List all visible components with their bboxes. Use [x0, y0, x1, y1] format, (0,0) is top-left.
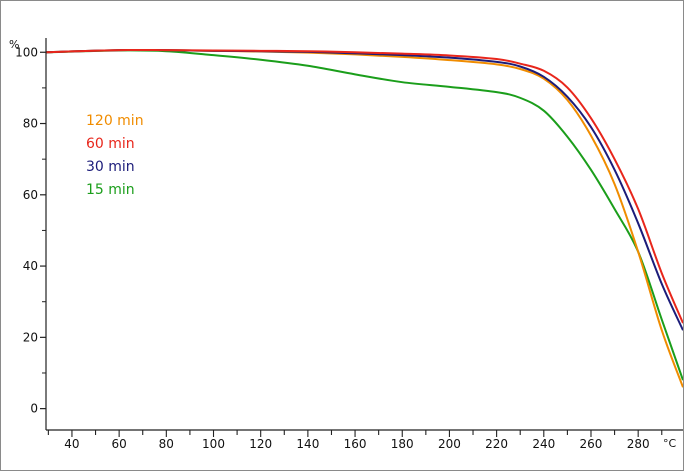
x-tick-label: 220 [485, 437, 508, 451]
series-line-60-min [45, 48, 683, 324]
x-tick-label: 160 [344, 437, 367, 451]
x-tick-label: 60 [111, 437, 126, 451]
legend-entry: 15 min [86, 182, 135, 198]
series-line-15-min [45, 49, 683, 381]
legend-entry: 120 min [86, 113, 144, 129]
y-tick-label: 40 [23, 259, 38, 273]
axis-layer [45, 38, 683, 431]
legend-entry: 60 min [86, 136, 135, 152]
series-line-30-min [45, 48, 683, 331]
y-tick-label: 0 [30, 402, 38, 416]
x-tick-label: 240 [532, 437, 555, 451]
x-tick-label: 120 [249, 437, 272, 451]
legend: 120 min 60 min 30 min 15 min [86, 113, 144, 198]
legend-entry: 30 min [86, 159, 135, 175]
x-tick-label: 140 [296, 437, 319, 451]
y-tick-label: 100 [15, 45, 38, 59]
x-tick-label: 280 [627, 437, 650, 451]
y-ticks: 0 20 40 60 80 100 [15, 45, 46, 416]
y-tick-label: 20 [23, 330, 38, 344]
x-axis-unit-label: °C [663, 437, 677, 450]
series-layer [45, 48, 683, 388]
x-ticks: 40 60 80 100 120 140 160 180 200 220 240 260 280 [47, 430, 663, 451]
x-tick-label: 100 [202, 437, 225, 451]
y-tick-label: 60 [23, 188, 38, 202]
x-tick-label: 180 [391, 437, 414, 451]
series-line-120-min [45, 48, 683, 388]
x-tick-label: 40 [64, 437, 79, 451]
y-axis-unit-label: % [9, 38, 19, 51]
y-tick-label: 80 [23, 117, 38, 131]
x-tick-label: 200 [438, 437, 461, 451]
x-tick-label: 80 [159, 437, 174, 451]
x-tick-label: 260 [580, 437, 603, 451]
